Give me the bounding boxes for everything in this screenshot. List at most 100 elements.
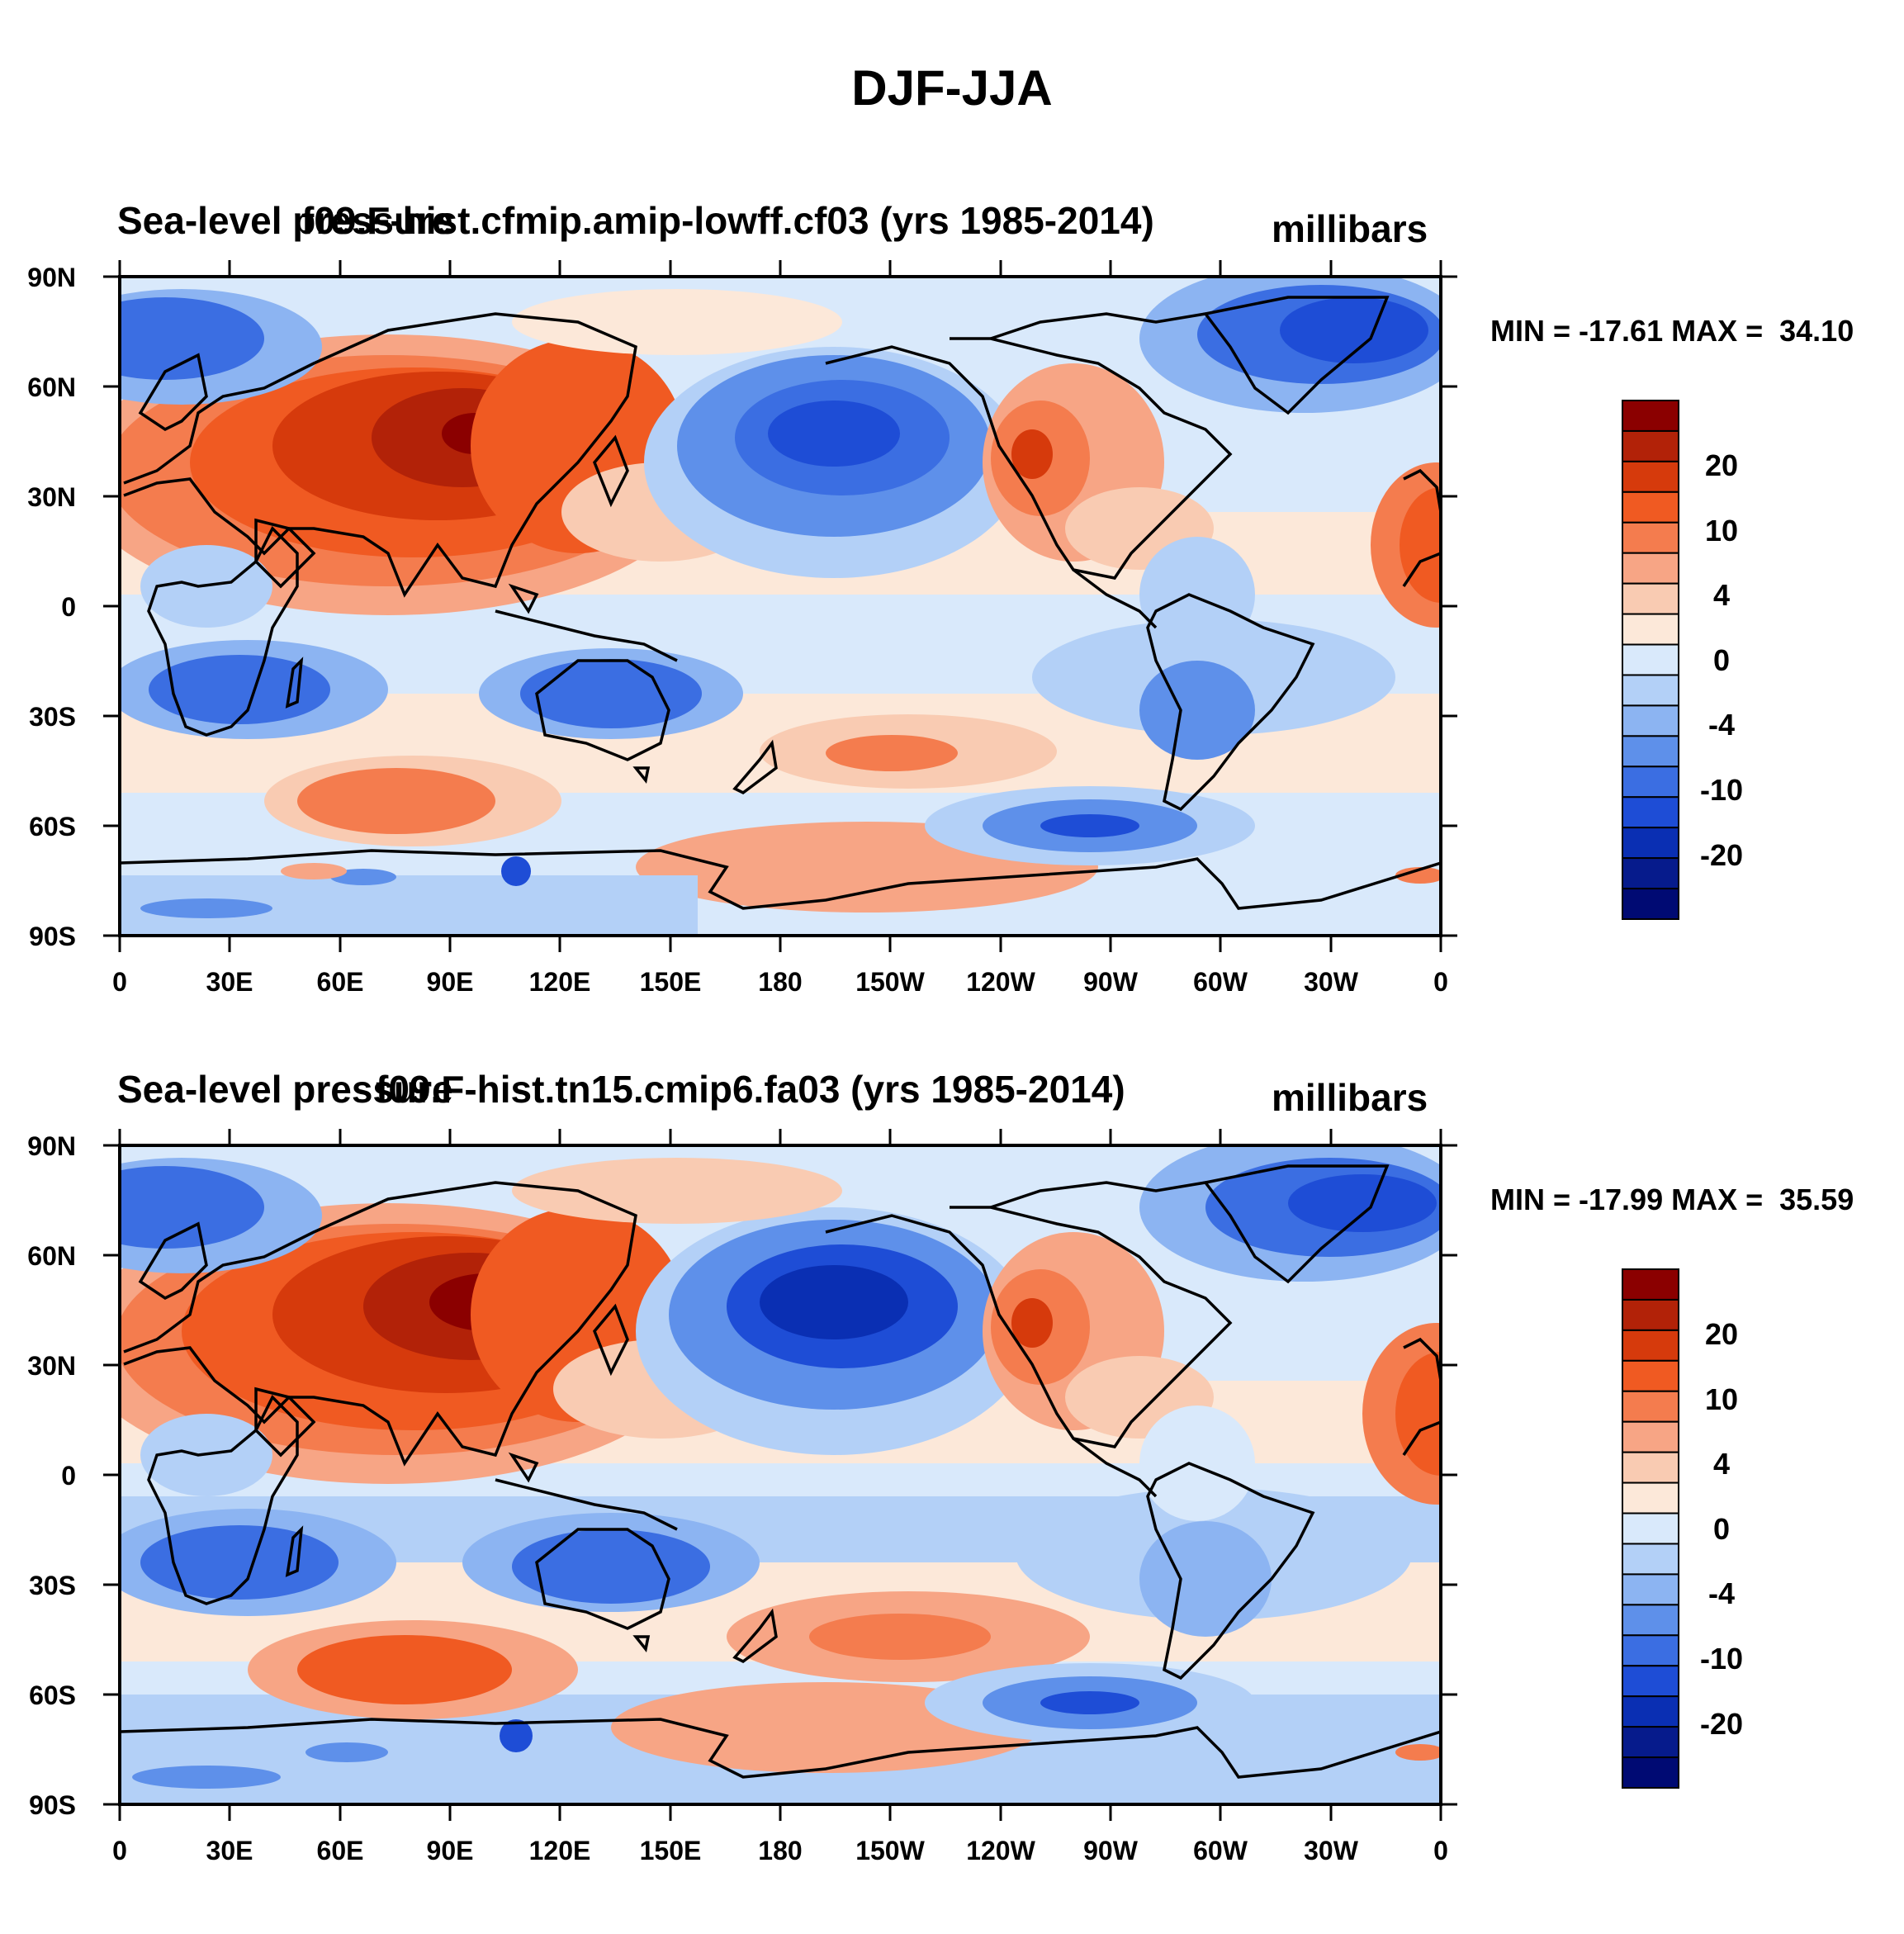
panel-2-map: 90N 60N 30N 0 30S 60S 90S 0 30E 60E 90E … — [27, 1129, 1743, 1865]
panel-2-variable: Sea-level pressure — [117, 1068, 453, 1111]
colorbar-label: 4 — [1713, 1447, 1730, 1481]
colorbar-swatch — [1622, 735, 1679, 768]
panel-1-variable: Sea-level pressure — [117, 199, 453, 242]
colorbar-label: 0 — [1713, 643, 1730, 677]
lon-label: 150W — [855, 967, 925, 997]
panel-1-case: f09.F-hist.cfmip.amip-lowff.cf03 (yrs 19… — [301, 199, 1154, 242]
panel-2-coastlines — [120, 1164, 1441, 1779]
lon-label: 0 — [1433, 1836, 1448, 1865]
lat-label: 90S — [29, 922, 76, 951]
colorbar-swatch — [1622, 1329, 1679, 1362]
panel-2-colorbar — [1622, 1268, 1679, 1789]
panel-1-map: 90N 60N 30N 0 30S 60S 90S 0 30E 60E 90E … — [27, 260, 1743, 997]
panel-2-minmax: MIN = -17.99 MAX = 35.59 — [1490, 1183, 1854, 1217]
lon-label: 60W — [1193, 967, 1248, 997]
colorbar-swatch — [1622, 643, 1679, 676]
panel-1-lat-labels: 90N 60N 30N 0 30S 60S 90S — [27, 263, 76, 951]
colorbar-swatch — [1622, 521, 1679, 554]
colorbar-swatch — [1622, 1298, 1679, 1331]
colorbar-swatch — [1622, 429, 1679, 462]
colorbar-swatch — [1622, 827, 1679, 860]
panel-1-field — [120, 277, 1441, 936]
panel-2-min: MIN = -17.99 — [1490, 1183, 1664, 1216]
panel-1-ticks — [103, 260, 1457, 952]
colorbar-label: 20 — [1705, 448, 1738, 482]
lon-label: 60E — [317, 1836, 364, 1865]
colorbar-label: 10 — [1705, 1382, 1738, 1416]
lat-label: 30S — [29, 1571, 76, 1600]
colorbar-swatch — [1622, 796, 1679, 829]
colorbar-label: 10 — [1705, 514, 1738, 547]
lon-label: 120W — [966, 1836, 1035, 1865]
colorbar-label: -20 — [1700, 838, 1743, 872]
colorbar-swatch — [1622, 1756, 1679, 1789]
lat-label: 0 — [61, 1461, 76, 1491]
colorbar-label: 4 — [1713, 578, 1730, 612]
map-panel-1: Sea-level pressure f09.F-hist.cfmip.amip… — [0, 198, 1904, 1065]
colorbar-swatch — [1622, 1695, 1679, 1728]
lat-label: 30N — [27, 1351, 76, 1381]
panel-2-case: f09.F-hist.tn15.cmip6.fa03 (yrs 1985-201… — [376, 1068, 1125, 1111]
lon-label: 0 — [112, 1836, 127, 1865]
panel-1-max: MAX = 34.10 — [1671, 314, 1854, 348]
colorbar-swatch — [1622, 857, 1679, 890]
lon-label: 120E — [529, 967, 591, 997]
lon-label: 150E — [640, 967, 702, 997]
lon-label: 90W — [1083, 967, 1139, 997]
colorbar-label: -20 — [1700, 1707, 1743, 1741]
lon-label: 30E — [206, 1836, 253, 1865]
colorbar-swatch — [1622, 1573, 1679, 1606]
colorbar-swatch — [1622, 1420, 1679, 1453]
colorbar-swatch — [1622, 888, 1679, 921]
colorbar-swatch — [1622, 1726, 1679, 1759]
colorbar-swatch — [1622, 552, 1679, 585]
colorbar-swatch — [1622, 1665, 1679, 1698]
colorbar-swatch — [1622, 766, 1679, 799]
lat-label: 60N — [27, 1241, 76, 1271]
colorbar-swatch — [1622, 1543, 1679, 1576]
panel-2-field — [120, 1145, 1441, 1804]
figure-title: DJF-JJA — [851, 60, 1053, 116]
colorbar-swatch — [1622, 491, 1679, 524]
panel-1-lon-labels: 0 30E 60E 90E 120E 150E 180 150W 120W 90… — [112, 967, 1448, 997]
lon-label: 120W — [966, 967, 1035, 997]
lat-label: 30N — [27, 482, 76, 512]
lat-label: 60N — [27, 372, 76, 402]
lat-label: 30S — [29, 702, 76, 732]
colorbar-label: -10 — [1700, 773, 1743, 807]
panel-1-minmax: MIN = -17.61 MAX = 34.10 — [1490, 314, 1854, 348]
lat-label: 90N — [27, 1131, 76, 1161]
lon-label: 60W — [1193, 1836, 1248, 1865]
colorbar-label: -4 — [1708, 1576, 1735, 1610]
panel-1-colorbar-labels: 20 10 4 0 -4 -10 -20 — [1700, 448, 1743, 872]
lon-label: 90E — [427, 1836, 474, 1865]
colorbar-swatch — [1622, 1634, 1679, 1667]
lon-label: 90W — [1083, 1836, 1139, 1865]
colorbar-swatch — [1622, 674, 1679, 707]
lon-label: 120E — [529, 1836, 591, 1865]
colorbar-label: 20 — [1705, 1317, 1738, 1351]
lon-label: 150W — [855, 1836, 925, 1865]
lon-label: 180 — [758, 967, 802, 997]
lon-label: 60E — [317, 967, 364, 997]
panel-2-colorbar-labels: 20 10 4 0 -4 -10 -20 — [1700, 1317, 1743, 1741]
colorbar-swatch — [1622, 1451, 1679, 1484]
colorbar-swatch — [1622, 704, 1679, 737]
panel-1-colorbar — [1622, 400, 1679, 921]
lon-label: 30W — [1304, 1836, 1359, 1865]
panel-1-coastlines — [120, 296, 1441, 910]
colorbar-label: -10 — [1700, 1642, 1743, 1676]
lat-label: 90N — [27, 263, 76, 292]
panel-2-ticks — [103, 1129, 1457, 1821]
map-panel-2: Sea-level pressure f09.F-hist.tn15.cmip6… — [0, 1067, 1904, 1934]
colorbar-label: 0 — [1713, 1512, 1730, 1546]
colorbar-label: -4 — [1708, 708, 1735, 742]
panel-2-lat-labels: 90N 60N 30N 0 30S 60S 90S — [27, 1131, 76, 1820]
colorbar-swatch — [1622, 1604, 1679, 1637]
lon-label: 30W — [1304, 967, 1359, 997]
panel-1-units: millibars — [1272, 207, 1428, 250]
colorbar-swatch — [1622, 1481, 1679, 1514]
colorbar-swatch — [1622, 1268, 1679, 1301]
colorbar-swatch — [1622, 613, 1679, 646]
panel-1-min: MIN = -17.61 — [1490, 314, 1664, 348]
